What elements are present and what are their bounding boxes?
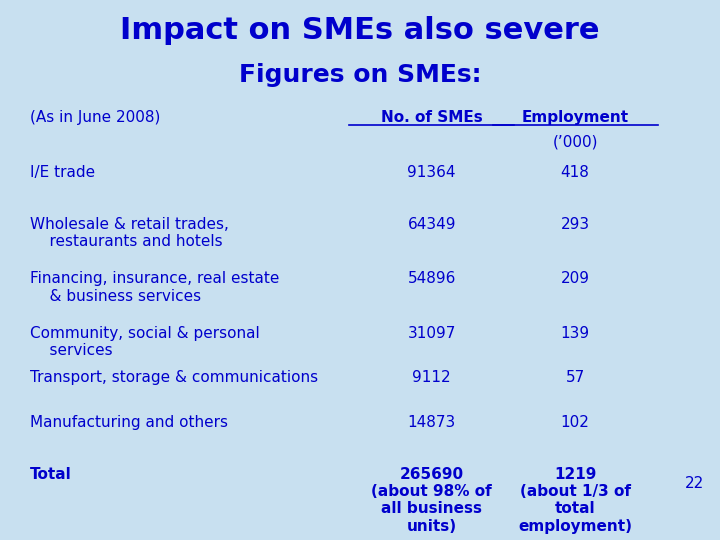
- Text: No. of SMEs: No. of SMEs: [381, 110, 482, 125]
- Text: 293: 293: [561, 217, 590, 232]
- Text: Transport, storage & communications: Transport, storage & communications: [30, 370, 318, 385]
- Text: 91364: 91364: [408, 165, 456, 180]
- Text: Community, social & personal
    services: Community, social & personal services: [30, 326, 260, 358]
- Text: Figures on SMEs:: Figures on SMEs:: [239, 63, 481, 87]
- Text: Financing, insurance, real estate
    & business services: Financing, insurance, real estate & busi…: [30, 271, 279, 303]
- Text: 57: 57: [565, 370, 585, 385]
- Text: Wholesale & retail trades,
    restaurants and hotels: Wholesale & retail trades, restaurants a…: [30, 217, 229, 249]
- Text: Total: Total: [30, 467, 72, 482]
- Text: 14873: 14873: [408, 415, 456, 430]
- Text: 64349: 64349: [408, 217, 456, 232]
- Text: 22: 22: [685, 476, 704, 491]
- Text: 139: 139: [561, 326, 590, 341]
- Text: Manufacturing and others: Manufacturing and others: [30, 415, 228, 430]
- Text: 265690
(about 98% of
all business
units): 265690 (about 98% of all business units): [372, 467, 492, 534]
- Text: I/E trade: I/E trade: [30, 165, 95, 180]
- Text: 54896: 54896: [408, 271, 456, 286]
- Text: 418: 418: [561, 165, 590, 180]
- Text: Impact on SMEs also severe: Impact on SMEs also severe: [120, 16, 600, 45]
- Text: 9112: 9112: [413, 370, 451, 385]
- Text: (As in June 2008): (As in June 2008): [30, 110, 161, 125]
- Text: 31097: 31097: [408, 326, 456, 341]
- Text: 102: 102: [561, 415, 590, 430]
- Text: Employment: Employment: [521, 110, 629, 125]
- Text: 1219
(about 1/3 of
total
employment): 1219 (about 1/3 of total employment): [518, 467, 632, 534]
- Text: (’000): (’000): [552, 134, 598, 149]
- Text: 209: 209: [561, 271, 590, 286]
